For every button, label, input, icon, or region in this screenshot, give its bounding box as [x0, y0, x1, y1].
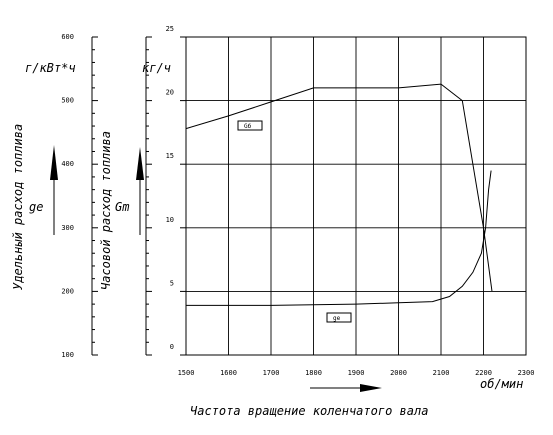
right-tick-label: 0 [170, 343, 174, 351]
series-label-ge: ge [326, 312, 352, 323]
right-tick-labels: 0 5 10 15 20 25 [166, 25, 186, 356]
grid [186, 37, 526, 355]
x-axis-title: Частота вращение коленчатого вала [190, 404, 428, 418]
svg-text:ge: ge [333, 315, 341, 322]
x-tick-label: 1500 [178, 369, 195, 377]
left-tick-label: 400 [61, 160, 74, 168]
middle-axis-symbol: Gm [115, 200, 129, 214]
left-tick-label: 500 [61, 97, 74, 105]
left-tick-label: 600 [61, 33, 74, 41]
plot-frame [185, 36, 527, 356]
x-tick-label: 2200 [475, 369, 492, 377]
x-tick-labels: 1500 1600 1700 1800 1900 2000 2100 2200 2300 [178, 369, 535, 377]
series-label-gb: Gб [237, 120, 263, 131]
middle-up-arrow-icon [136, 147, 144, 235]
x-tick-label: 1800 [305, 369, 322, 377]
x-tick-label: 1600 [220, 369, 237, 377]
left-up-arrow-icon [50, 145, 58, 235]
x-unit-label: об/мин [480, 377, 523, 391]
right-unit-label: кг/ч [142, 61, 171, 75]
left-tick-labels: 100 200 300 400 500 600 [61, 33, 98, 359]
series-line-gб [185, 83, 493, 292]
left-tick-label: 300 [61, 224, 74, 232]
left-axis-symbol: ge [29, 200, 43, 214]
left-tick-label: 200 [61, 287, 74, 295]
right-tick-label: 5 [170, 279, 174, 287]
x-tick-label: 2000 [390, 369, 407, 377]
curves [185, 83, 493, 306]
x-tick-label: 1900 [348, 369, 365, 377]
svg-text:Gб: Gб [244, 123, 252, 130]
right-tick-label: 20 [166, 89, 174, 97]
x-tick-label: 2300 [518, 369, 535, 377]
x-tick-label: 2100 [433, 369, 450, 377]
right-tick-label: 25 [166, 25, 174, 33]
left-axis-title: Удельный расход топлива [11, 124, 25, 290]
series-line-ge [186, 170, 492, 306]
middle-axis-title: Часовой расход топлива [99, 131, 113, 290]
left-unit-label: г/кВт*ч [25, 61, 76, 75]
left-tick-label: 100 [61, 351, 74, 359]
x-right-arrow-icon [310, 384, 382, 392]
right-tick-label: 10 [166, 216, 174, 224]
x-tick-label: 1700 [263, 369, 280, 377]
middle-tick-marks [146, 36, 152, 356]
right-tick-label: 15 [166, 152, 174, 160]
